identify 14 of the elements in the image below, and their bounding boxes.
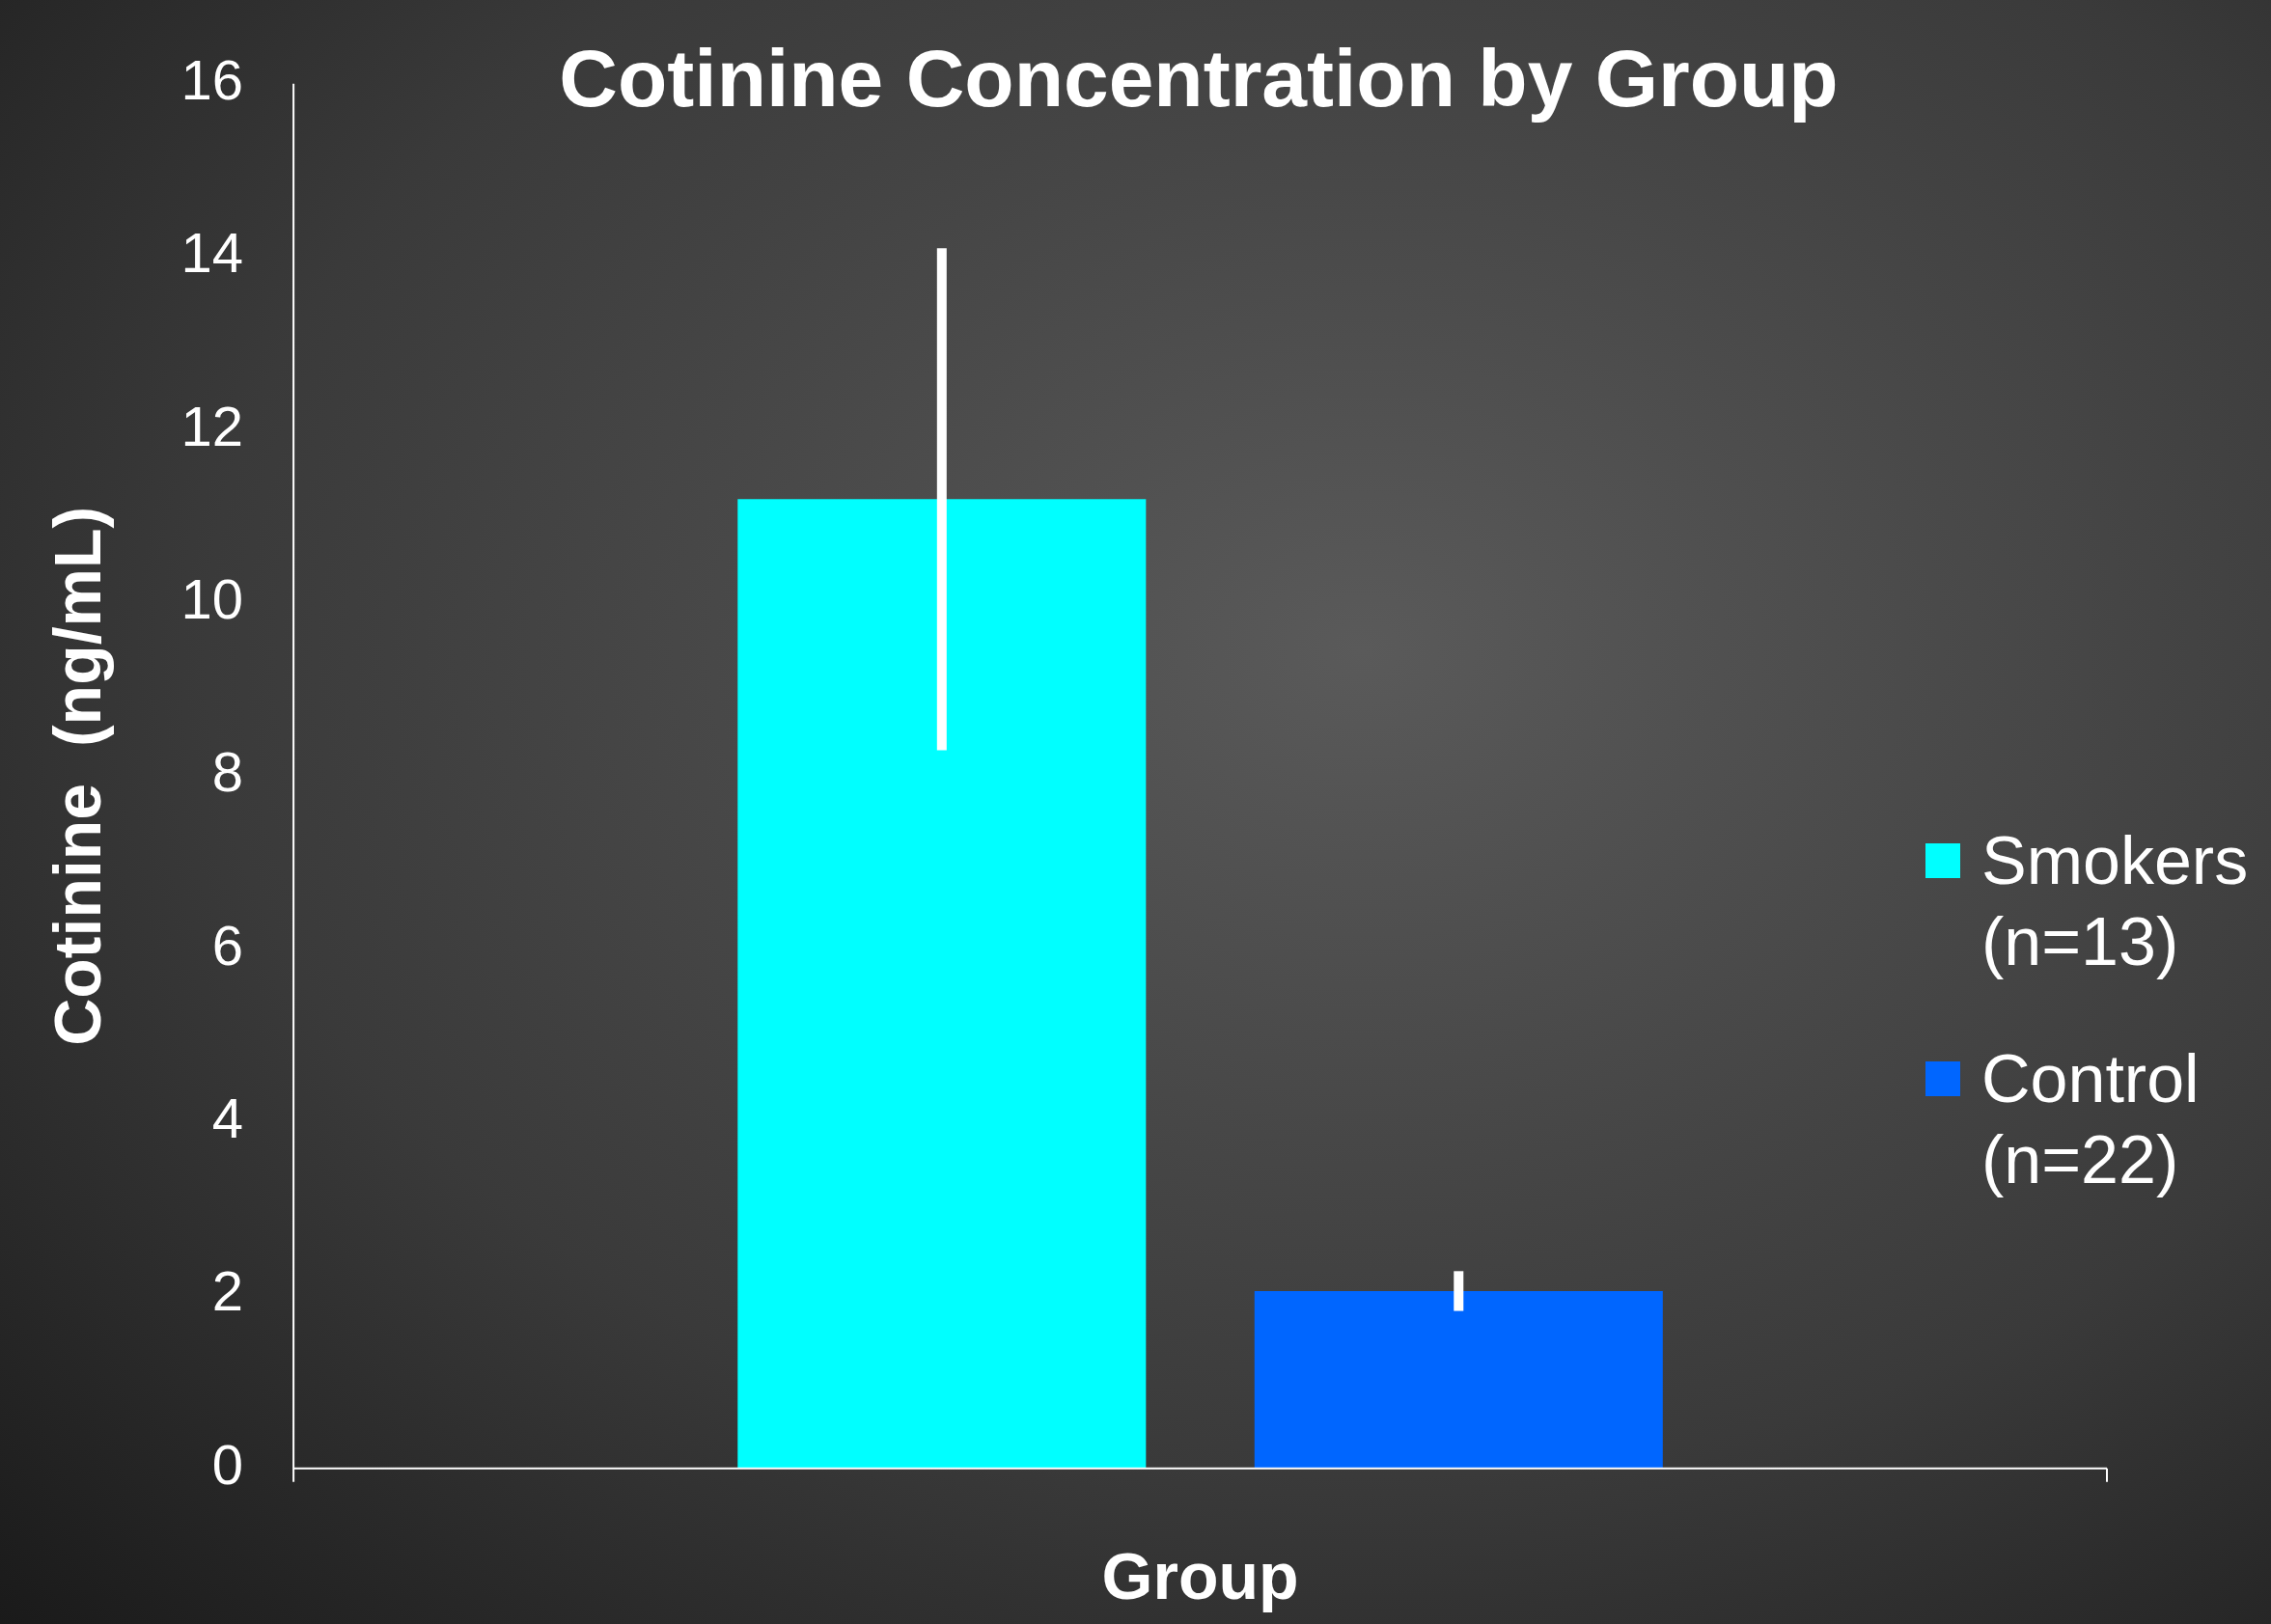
y-tick-label: 6 bbox=[211, 913, 244, 977]
y-tick-label: 12 bbox=[180, 394, 244, 457]
x-axis-title: Group bbox=[1101, 1538, 1299, 1612]
legend-label: Control (n=22) bbox=[1981, 1040, 2201, 1199]
y-tick-label: 10 bbox=[180, 566, 244, 630]
legend-label: Smokers (n=13) bbox=[1981, 822, 2250, 981]
y-tick-label: 14 bbox=[180, 221, 244, 285]
y-tick-label: 4 bbox=[211, 1087, 244, 1150]
y-tick-label: 0 bbox=[211, 1432, 244, 1496]
y-axis-title: Cotinine (ng/mL) bbox=[40, 506, 114, 1046]
y-tick-label: 8 bbox=[211, 740, 244, 804]
y-tick-label: 16 bbox=[180, 47, 244, 111]
chart-title: Cotinine Concentration by Group bbox=[559, 33, 1839, 124]
y-tick-label: 2 bbox=[211, 1259, 244, 1323]
